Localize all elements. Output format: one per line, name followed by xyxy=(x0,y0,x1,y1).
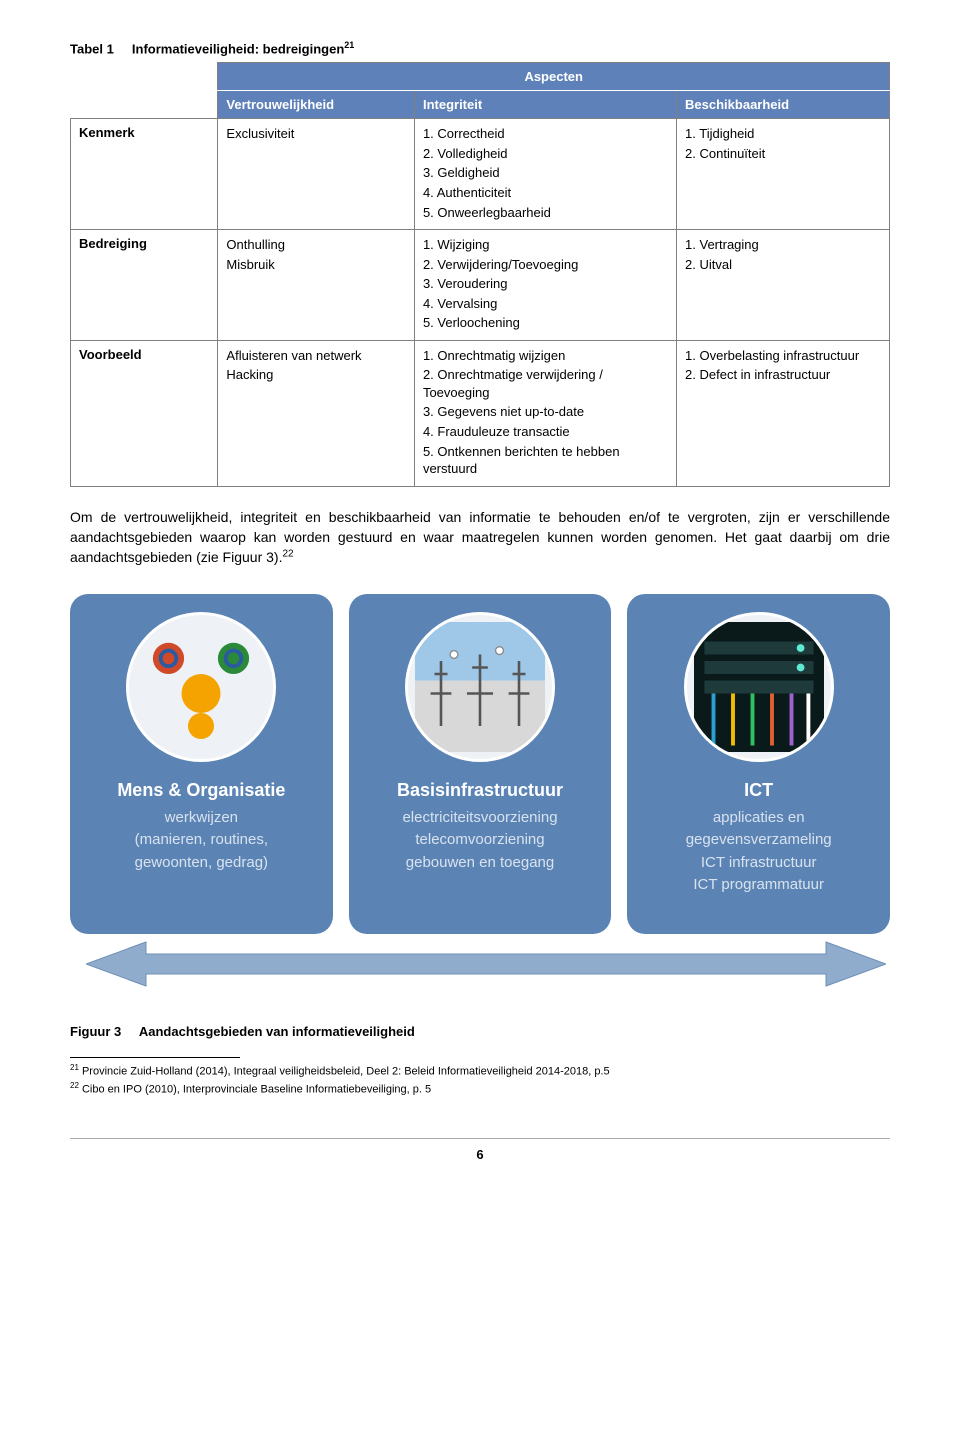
table-cell-item: 2. Defect in infrastructuur xyxy=(685,366,881,384)
footnote-text: Cibo en IPO (2010), Interprovinciale Bas… xyxy=(79,1083,431,1095)
threats-table: Aspecten Vertrouwelijkheid Integriteit B… xyxy=(70,62,890,486)
page-number: 6 xyxy=(70,1138,890,1162)
table-row: VoorbeeldAfluisteren van netwerkHacking1… xyxy=(71,340,890,486)
footnote-num: 22 xyxy=(70,1081,79,1090)
figure-title: Aandachtsgebieden van informatieveilighe… xyxy=(139,1024,415,1039)
table-row: Kenmerk Exclusiviteit 1. Correctheid 2. Vol… xyxy=(71,119,890,230)
table-name: Informatieveiligheid: bedreigingen xyxy=(132,41,344,56)
aspects-header: Aspecten xyxy=(218,63,890,91)
table-cell-item: 1. Wijziging xyxy=(423,236,668,254)
footnotes: 21 Provincie Zuid-Holland (2014), Integr… xyxy=(70,1062,890,1098)
card-subline: applicaties en xyxy=(643,807,874,830)
col-head-1: Integriteit xyxy=(414,91,676,119)
card-title: Mens & Organisatie xyxy=(86,780,317,801)
table-cell-item: 2. Uitval xyxy=(685,256,881,274)
table-cell-item: 5. Verloochening xyxy=(423,314,668,332)
card-title: Basisinfrastructuur xyxy=(365,780,596,801)
info-card: Basisinfrastructuur electriciteitsvoorzie… xyxy=(349,594,612,934)
figure-caption: Figuur 3 Aandachtsgebieden van informati… xyxy=(70,1024,890,1039)
card-subline: ICT infrastructuur xyxy=(643,852,874,875)
table-cell-item: 1. Vertraging xyxy=(685,236,881,254)
card-subline: werkwijzen xyxy=(86,807,317,830)
card-subline: telecomvoorziening xyxy=(365,829,596,852)
table-cell: 1. Tijdigheid 2. Continuïteit xyxy=(677,119,890,230)
table-cell-item: 4. Authenticiteit xyxy=(423,184,668,202)
card-subline: (manieren, routines, xyxy=(86,829,317,852)
table-cell: Exclusiviteit xyxy=(218,119,415,230)
table-cell-item: 5. Onweerlegbaarheid xyxy=(423,204,668,222)
people-gears-icon xyxy=(126,612,276,762)
table-cell-item: Exclusiviteit xyxy=(226,125,406,143)
row-head: Bedreiging xyxy=(71,230,218,341)
table-cell-item: 5. Ontkennen berichten te hebben verstuu… xyxy=(423,443,668,478)
table-cell: Afluisteren van netwerkHacking xyxy=(218,340,415,486)
table-cell: 1. Wijziging 2. Verwijdering/Toevoeging3.… xyxy=(414,230,676,341)
card-subline: gegevensverzameling xyxy=(643,829,874,852)
table-cell-item: 1. Tijdigheid xyxy=(685,125,881,143)
footnote-num: 21 xyxy=(70,1063,79,1072)
table-cell: 1. Onrechtmatig wijzigen2. Onrechtmatige… xyxy=(414,340,676,486)
info-card: ICTapplicaties engegevensverzamelingICT … xyxy=(627,594,890,934)
table-row: Bedreiging Onthulling Misbruik 1. Wijziging… xyxy=(71,230,890,341)
table-title: Tabel 1 Informatieveiligheid: bedreiging… xyxy=(70,40,890,56)
server-cables-icon xyxy=(684,612,834,762)
table-cell-item: 1. Overbelasting infrastructuur xyxy=(685,347,881,365)
pylons-turbines-icon xyxy=(405,612,555,762)
info-card: Mens & Organisatie werkwijzen(manieren, r… xyxy=(70,594,333,934)
footnote-text: Provincie Zuid-Holland (2014), Integraal… xyxy=(79,1065,610,1077)
table-cell-item: 3. Veroudering xyxy=(423,275,668,293)
table-cell-item: 1. Onrechtmatig wijzigen xyxy=(423,347,668,365)
table-cell-item: 1. Correctheid xyxy=(423,125,668,143)
table-cell: 1. Overbelasting infrastructuur2. Defect… xyxy=(677,340,890,486)
footnote-separator xyxy=(70,1057,240,1058)
table-cell-item: 2. Continuïteit xyxy=(685,145,881,163)
table-cell-item: 2. Onrechtmatige verwijdering / Toevoegi… xyxy=(423,366,668,401)
card-subline: ICT programmatuur xyxy=(643,874,874,897)
card-subline: electriciteitsvoorziening xyxy=(365,807,596,830)
table-cell: 1. Correctheid 2. Volledigheid3. Geldighe… xyxy=(414,119,676,230)
cards-wrap: Mens & Organisatie werkwijzen(manieren, r… xyxy=(70,594,890,934)
table-cell-item: 3. Gegevens niet up-to-date xyxy=(423,403,668,421)
table-cell-item: 4. Vervalsing xyxy=(423,295,668,313)
table-cell-item: 2. Verwijdering/Toevoeging xyxy=(423,256,668,274)
table-cell-item: Onthulling xyxy=(226,236,406,254)
footnote: 21 Provincie Zuid-Holland (2014), Integr… xyxy=(70,1062,890,1080)
table-cell-item: Misbruik xyxy=(226,256,406,274)
row-head: Voorbeeld xyxy=(71,340,218,486)
body-paragraph: Om de vertrouwelijkheid, integriteit en … xyxy=(70,507,890,568)
table-cell: 1. Vertraging 2. Uitval xyxy=(677,230,890,341)
body-paragraph-text: Om de vertrouwelijkheid, integriteit en … xyxy=(70,509,890,566)
table-label: Tabel 1 xyxy=(70,41,114,56)
table-cell-item: 4. Frauduleuze transactie xyxy=(423,423,668,441)
table-cell-item: 3. Geldigheid xyxy=(423,164,668,182)
card-title: ICT xyxy=(643,780,874,801)
table-cell: Onthulling Misbruik xyxy=(218,230,415,341)
cards-row: Mens & Organisatie werkwijzen(manieren, r… xyxy=(70,594,890,934)
table-cell-item: Afluisteren van netwerk xyxy=(226,347,406,365)
footnote: 22 Cibo en IPO (2010), Interprovinciale … xyxy=(70,1080,890,1098)
card-subline: gebouwen en toegang xyxy=(365,852,596,875)
card-subline: gewoonten, gedrag) xyxy=(86,852,317,875)
table-cell-item: 2. Volledigheid xyxy=(423,145,668,163)
row-head: Kenmerk xyxy=(71,119,218,230)
table-title-sup: 21 xyxy=(344,40,354,50)
body-paragraph-sup: 22 xyxy=(282,549,293,560)
double-arrow-icon xyxy=(86,938,886,990)
table-cell-item: Hacking xyxy=(226,366,406,384)
col-head-2: Beschikbaarheid xyxy=(677,91,890,119)
figure-label: Figuur 3 xyxy=(70,1024,121,1039)
col-head-0: Vertrouwelijkheid xyxy=(218,91,415,119)
